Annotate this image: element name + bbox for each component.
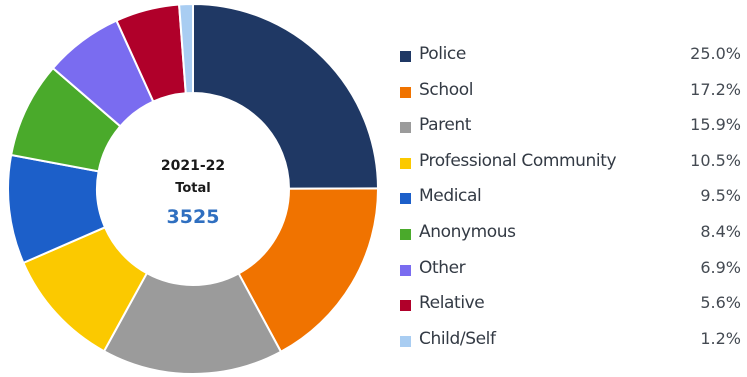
legend-value: 25.0% bbox=[690, 44, 741, 63]
donut-slice-police bbox=[192, 2, 380, 190]
legend-label: Anonymous bbox=[419, 221, 516, 242]
legend-item-school: School 17.2% bbox=[398, 77, 741, 113]
legend-swatch bbox=[400, 228, 411, 240]
legend-swatch bbox=[400, 335, 411, 347]
legend: Police 25.0% School 17.2% Parent 15.9% P… bbox=[398, 41, 741, 361]
legend-label: Other bbox=[419, 257, 466, 278]
legend-item-relative: Relative 5.6% bbox=[398, 290, 741, 326]
legend-label: Professional Community bbox=[419, 150, 617, 171]
legend-value: 15.9% bbox=[690, 115, 741, 135]
center-total-label: Total bbox=[175, 181, 211, 196]
legend-swatch bbox=[400, 51, 411, 62]
legend-swatch bbox=[400, 193, 411, 205]
legend-value: 10.5% bbox=[690, 150, 741, 170]
legend-value: 6.9% bbox=[700, 257, 741, 277]
legend-swatch bbox=[400, 300, 411, 312]
legend-item-professional-community: Professional Community 10.5% bbox=[398, 148, 741, 184]
donut-slice-parent bbox=[102, 271, 283, 375]
legend-item-medical: Medical 9.5% bbox=[398, 183, 741, 219]
legend-item-police: Police 25.0% bbox=[398, 41, 741, 77]
legend-value: 1.2% bbox=[700, 328, 741, 348]
legend-item-anonymous: Anonymous 8.4% bbox=[398, 219, 741, 255]
legend-item-child-self: Child/Self 1.2% bbox=[398, 326, 741, 362]
donut-slice-child-self bbox=[178, 2, 194, 95]
legend-value: 8.4% bbox=[700, 221, 741, 241]
legend-label: Relative bbox=[419, 293, 485, 314]
legend-swatch bbox=[400, 264, 411, 276]
legend-value: 9.5% bbox=[700, 186, 741, 206]
legend-label: Parent bbox=[419, 115, 472, 136]
legend-swatch bbox=[400, 157, 411, 169]
legend-label: School bbox=[419, 79, 474, 100]
legend-swatch bbox=[400, 122, 411, 134]
legend-swatch bbox=[400, 86, 411, 98]
legend-label: Police bbox=[419, 44, 466, 64]
legend-value: 5.6% bbox=[700, 293, 741, 313]
donut-chart bbox=[7, 2, 380, 375]
legend-value: 17.2% bbox=[690, 79, 741, 99]
legend-label: Child/Self bbox=[419, 328, 496, 349]
legend-item-parent: Parent 15.9% bbox=[398, 112, 741, 148]
legend-item-other: Other 6.9% bbox=[398, 255, 741, 291]
legend-label: Medical bbox=[419, 186, 482, 207]
center-total-value: 3525 bbox=[166, 206, 220, 228]
center-year: 2021-22 bbox=[160, 158, 226, 174]
donut-slice-school bbox=[237, 187, 379, 354]
